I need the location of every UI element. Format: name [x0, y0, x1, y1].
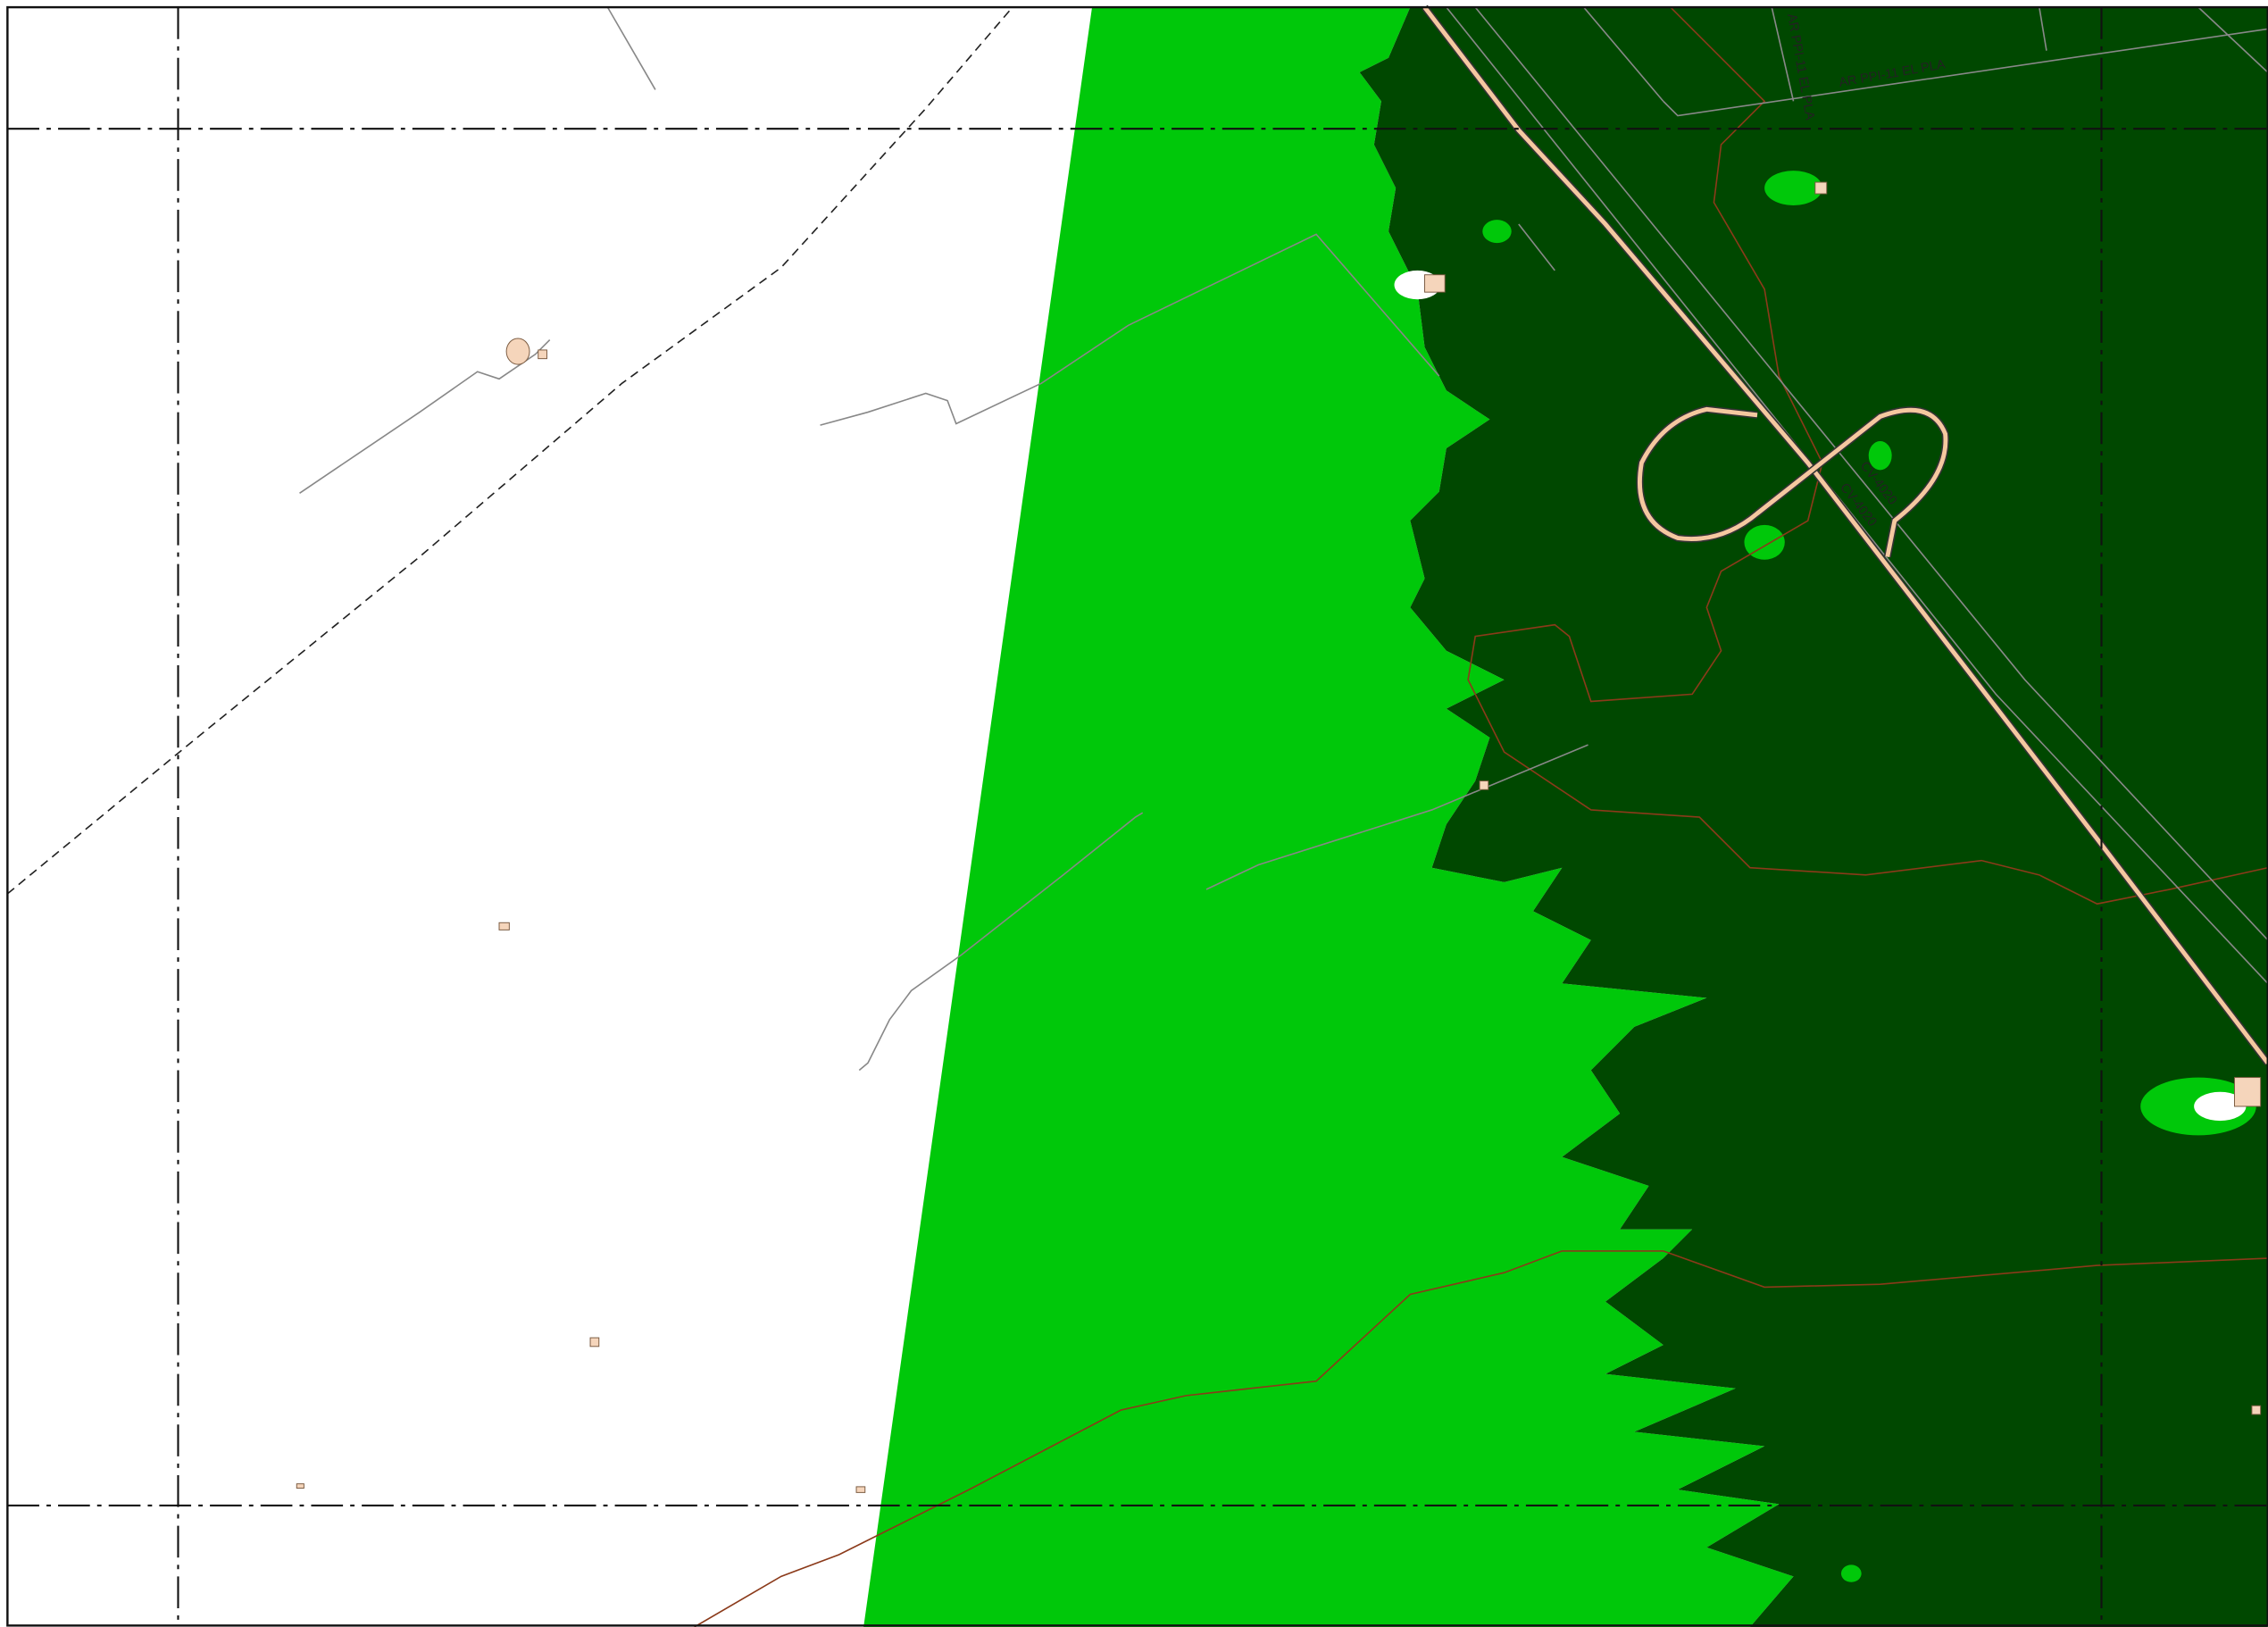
contour-lines	[694, 6, 2268, 1627]
railway	[6, 6, 1013, 895]
highway	[1422, 4, 2268, 1065]
buildings	[296, 181, 2262, 1493]
light-green-zone	[863, 7, 1794, 1627]
grid-lines	[7, 7, 2268, 1627]
dark-green-zone	[1359, 7, 2268, 1627]
tracks	[299, 6, 2268, 1072]
